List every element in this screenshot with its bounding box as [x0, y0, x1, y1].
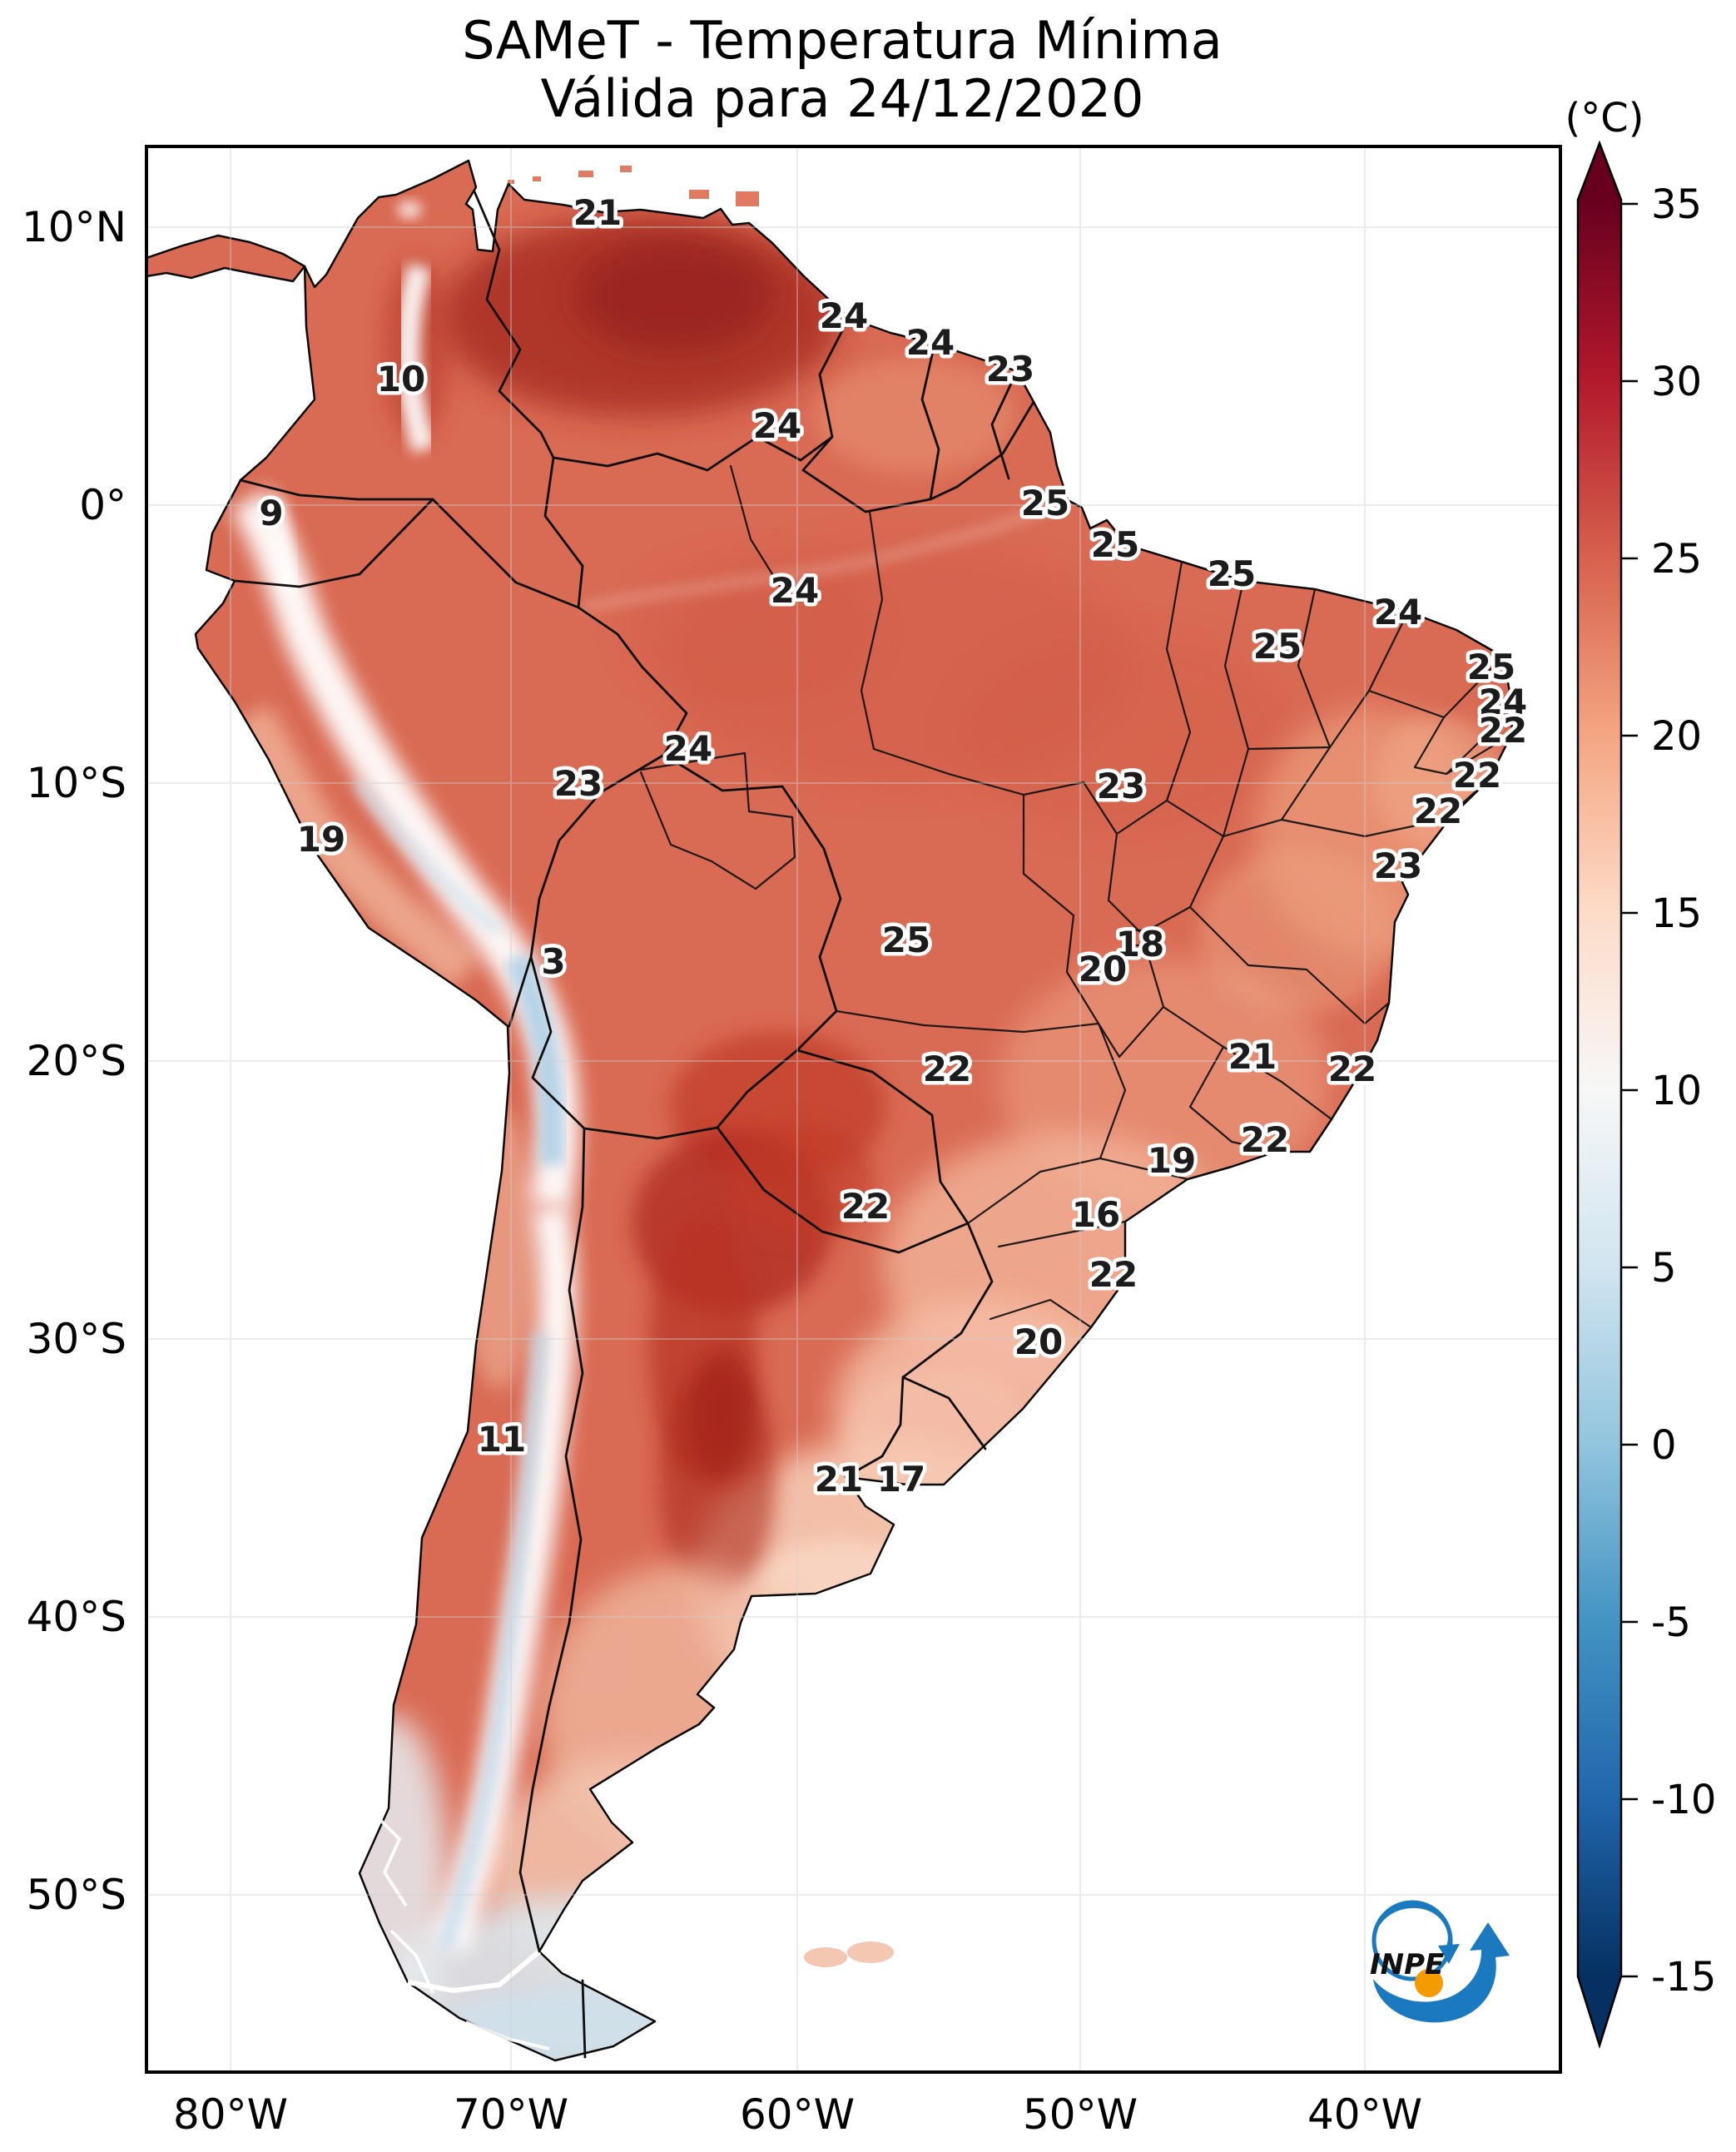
lon-tick-label: 60°W [740, 2090, 855, 2139]
temp-label: 18 [1116, 924, 1164, 964]
temp-label: 24 [753, 405, 801, 446]
figure-title-line2: Válida para 24/12/2020 [541, 68, 1144, 129]
colorbar-tick-label: 30 [1651, 359, 1702, 405]
colorbar-tick-label: 35 [1651, 181, 1702, 228]
temp-label: 24 [1479, 682, 1527, 722]
colorbar-tick-label: 5 [1651, 1245, 1677, 1292]
trinidad-island [736, 191, 759, 206]
colorbar: (°C) 35 30 25 20 15 10 5 0 -5 -10 -15 [1565, 95, 1716, 2050]
colorbar-tick-label: -5 [1651, 1599, 1691, 1646]
falkland-west [804, 1947, 847, 1967]
temp-label: 23 [1374, 845, 1422, 886]
figure-title-line1: SAMeT - Temperatura Mínima [462, 10, 1223, 71]
temp-label: 24 [664, 728, 712, 769]
margarita-island [689, 190, 709, 199]
lat-tick-label: 10°N [22, 203, 126, 251]
temp-label: 22 [923, 1049, 971, 1089]
graticule [146, 146, 1560, 2072]
colorbar-unit-label: (°C) [1565, 95, 1644, 141]
inpe-logo-orange-dot [1415, 1969, 1443, 1997]
temp-label: 25 [1208, 553, 1256, 594]
temp-label: 23 [986, 349, 1034, 389]
temp-label: 24 [906, 322, 955, 363]
temp-label: 24 [820, 295, 868, 336]
temp-label: 25 [1091, 524, 1139, 565]
colorbar-gradient-bar [1578, 200, 1621, 1976]
lon-tick-label: 40°W [1307, 2090, 1422, 2139]
temp-label: 23 [554, 763, 603, 804]
inpe-logo: INPE [1370, 1900, 1510, 2023]
lat-tick-label: 0° [79, 481, 126, 529]
longitude-axis-labels: 80°W 70°W 60°W 50°W 40°W [173, 2090, 1422, 2139]
temp-label: 20 [1014, 1321, 1063, 1362]
colorbar-tick-label: 15 [1651, 890, 1702, 937]
temp-label: 17 [877, 1459, 925, 1500]
temp-label: 24 [771, 570, 819, 611]
temp-label: 25 [1021, 483, 1069, 523]
colorbar-outline [1576, 140, 1623, 2050]
colorbar-tick-label: 0 [1651, 1422, 1677, 1469]
colorbar-tick-label: -10 [1651, 1777, 1716, 1823]
lat-tick-label: 40°S [27, 1593, 126, 1641]
temp-label: 22 [1241, 1119, 1289, 1160]
temp-label: 21 [815, 1459, 863, 1500]
temp-label: 22 [1414, 791, 1462, 831]
colorbar-tick-label: -15 [1651, 1954, 1716, 2001]
inpe-logo-down-arrowhead [1438, 1944, 1460, 1964]
temp-label: 20 [1079, 949, 1127, 989]
latitude-axis-labels: 10°N 0° 10°S 20°S 30°S 40°S 50°S [22, 203, 126, 1919]
temp-label: 21 [573, 192, 622, 233]
colorbar-tick-label: 10 [1651, 1068, 1702, 1114]
temp-label: 22 [1089, 1254, 1138, 1295]
inpe-logo-spiral [1376, 1903, 1452, 1948]
inpe-logo-text: INPE [1370, 1948, 1444, 1981]
temp-label: 10 [377, 359, 425, 399]
temp-label: 25 [882, 920, 930, 960]
temp-label: 23 [1097, 766, 1145, 806]
temp-label: 25 [1467, 647, 1515, 687]
lon-tick-label: 70°W [454, 2090, 568, 2139]
map-frame [145, 145, 1562, 2074]
temp-label: 24 [1374, 592, 1422, 632]
temp-label: 19 [1148, 1140, 1196, 1181]
lat-tick-label: 30°S [27, 1315, 126, 1363]
lat-tick-label: 20°S [27, 1037, 126, 1085]
temp-label: 22 [1479, 710, 1527, 751]
falkland-east [847, 1941, 894, 1963]
colorbar-ticks: 35 30 25 20 15 10 5 0 -5 -10 -15 [1621, 181, 1716, 2001]
temp-label: 16 [1072, 1194, 1120, 1235]
temp-label: 21 [1228, 1036, 1277, 1077]
temp-label: 19 [297, 819, 345, 860]
temp-label: 9 [259, 493, 283, 533]
colorbar-extend-below [1578, 1976, 1621, 2045]
temp-label: 22 [1328, 1049, 1376, 1089]
state-borders [639, 464, 1515, 1329]
lat-tick-label: 50°S [27, 1871, 126, 1919]
temp-label: 11 [478, 1419, 526, 1460]
inpe-logo-swoosh-arrow [1373, 1922, 1510, 2023]
lon-tick-label: 80°W [173, 2090, 288, 2139]
lat-tick-label: 10°S [27, 759, 126, 807]
panama-coast [146, 234, 306, 283]
temp-label: 3 [541, 941, 565, 982]
panama-sliver [146, 236, 305, 281]
small-islands [508, 166, 894, 1967]
fjords [373, 1812, 550, 2050]
colorbar-tick-label: 20 [1651, 713, 1702, 760]
colorbar-extend-above [1578, 143, 1621, 200]
colorbar-tick-label: 25 [1651, 536, 1702, 583]
temp-label: 25 [1253, 626, 1302, 667]
lon-tick-label: 50°W [1023, 2090, 1138, 2139]
temp-label: 22 [1453, 755, 1501, 796]
coastline [194, 159, 1515, 2062]
andes-band [231, 201, 580, 1954]
country-borders [233, 190, 1035, 2059]
temp-label: 22 [841, 1186, 890, 1227]
